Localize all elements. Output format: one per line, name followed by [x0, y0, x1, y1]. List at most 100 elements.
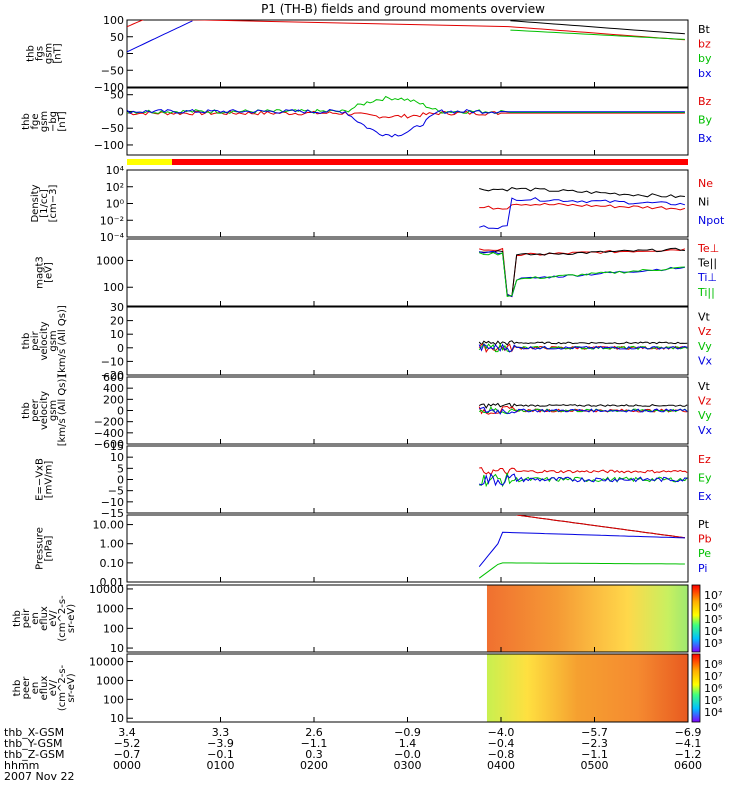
y-tick-label: 50 [110, 89, 124, 102]
series-line [479, 247, 686, 298]
series-line [127, 95, 685, 115]
y-axis-label-line: [nT] [57, 111, 68, 131]
colorbar [691, 653, 701, 723]
legend-entry: Ey [698, 471, 712, 484]
y-axis-label-line: thb [12, 610, 23, 627]
y-tick-label: 0 [117, 48, 124, 61]
series-line [510, 20, 685, 35]
traces [478, 340, 688, 353]
traces [478, 402, 688, 415]
y-axis-label-line: [km/s (All Qs)] [57, 375, 68, 447]
legend-entry: bx [698, 67, 712, 80]
x-axis-row-label: thb_Z-GSM [4, 748, 64, 761]
x-tick-label: 0400 [487, 759, 515, 772]
legend-entry: Pt [698, 518, 710, 531]
y-tick-label: −20 [101, 369, 124, 382]
y-tick-label: −600 [94, 438, 124, 451]
chart-title: P1 (TH-B) fields and ground moments over… [261, 2, 545, 16]
y-tick-label: 100 [103, 14, 124, 27]
y-tick-label: −50 [101, 64, 124, 77]
legend-entry: Ti⊥ [697, 271, 717, 284]
y-tick-label: −400 [94, 427, 124, 440]
legend-entry: By [698, 113, 713, 126]
legend-entry: Pi [698, 562, 707, 575]
x-tick-label: −0.4 [488, 737, 515, 750]
colorbar-tick-label: 10⁸ [704, 658, 723, 671]
y-tick-label: 600 [103, 371, 124, 384]
legend-entry: Vx [698, 355, 713, 368]
y-axis-label-line: (cm^2-s- [57, 595, 68, 642]
panel-frame [126, 306, 689, 376]
y-axis-label-line: [cm−3] [48, 185, 59, 223]
x-tick-label: −0.9 [394, 726, 421, 739]
x-tick-label: 0.3 [305, 748, 323, 761]
y-tick-label: 50 [110, 31, 124, 44]
spectrogram-fill [486, 654, 688, 722]
y-tick-label: 15 [110, 440, 124, 453]
x-tick-label: −0.1 [207, 748, 234, 761]
legend-entry: by [698, 52, 712, 65]
legend-entry: Bx [698, 132, 713, 145]
y-axis-label-line: [1/cc] [39, 189, 50, 218]
series-line [479, 406, 688, 415]
y-axis-label-line: eflux [39, 606, 50, 631]
y-axis-label-line: [nT] [53, 43, 64, 63]
colorbar-tick-label: 10⁵ [704, 613, 722, 626]
series-line [479, 202, 686, 211]
series-line [478, 343, 688, 353]
y-axis-label-line: Pressure [35, 527, 46, 570]
series-line [479, 251, 685, 297]
y-tick-label: −200 [94, 416, 124, 429]
y-axis-label-line: sr-eV) [66, 604, 77, 633]
y-axis-label-line: eflux [39, 676, 50, 701]
y-tick-label: 0 [117, 342, 124, 355]
y-axis-label-line: en [30, 612, 41, 625]
y-tick-label: 1.00 [100, 538, 125, 551]
y-tick-label: 400 [103, 382, 124, 395]
legend-entry: Vt [698, 380, 711, 393]
panel-temp: 1000 100 magt3[eV] Te⊥ Te||Ti⊥ Ti|| [35, 238, 719, 307]
y-axis-label-line: thb [21, 113, 32, 130]
quality-bar-yellow [127, 159, 172, 165]
series-line [516, 515, 685, 539]
y-axis-label-line: peer [21, 676, 32, 700]
spectrogram-fill [486, 585, 688, 652]
y-axis-label-line: Density [30, 184, 41, 222]
x-tick-label: −2.3 [581, 737, 608, 750]
y-axis-label-line: thb [26, 45, 37, 62]
colorbar-tick-label: 10⁷ [704, 589, 722, 602]
y-tick-label: 10.00 [93, 519, 125, 532]
legend-entry: Ti|| [697, 286, 715, 299]
legend-entry: Vt [698, 310, 711, 323]
x-tick-label: 3.3 [212, 726, 230, 739]
panel-density: 10⁴ 10² 10⁰ 10⁻² 10⁻⁴ Density[1/cc][cm−3] Ne Ni… [30, 164, 725, 244]
y-tick-label: −10 [101, 496, 124, 509]
y-axis-label-line: (cm^2-s- [57, 664, 68, 711]
x-tick-label: 0300 [394, 759, 422, 772]
series-line [479, 187, 685, 198]
x-tick-label: 2.6 [305, 726, 323, 739]
traces [127, 95, 685, 138]
series-line [510, 29, 685, 40]
y-axis-label-line: gsm [44, 43, 55, 64]
y-axis-label-line: [mV/m] [44, 461, 55, 499]
legend-entry: Vy [698, 340, 712, 353]
colorbar-tick-label: 10⁵ [704, 694, 722, 707]
y-tick-label: 1000 [96, 674, 124, 687]
y-tick-label: 0.10 [100, 557, 125, 570]
y-tick-label: −15 [101, 507, 124, 520]
y-tick-label: 10⁻² [100, 214, 124, 227]
y-tick-label: −100 [94, 139, 124, 152]
y-tick-label: 0 [117, 105, 124, 118]
y-tick-label: 10000 [89, 583, 124, 596]
series-line [478, 562, 685, 579]
y-axis-label-line: thb [12, 680, 23, 697]
y-tick-label: 10⁰ [106, 198, 125, 211]
legend-entry: Ni [698, 195, 709, 208]
y-axis-label-line: velocity [39, 391, 50, 430]
